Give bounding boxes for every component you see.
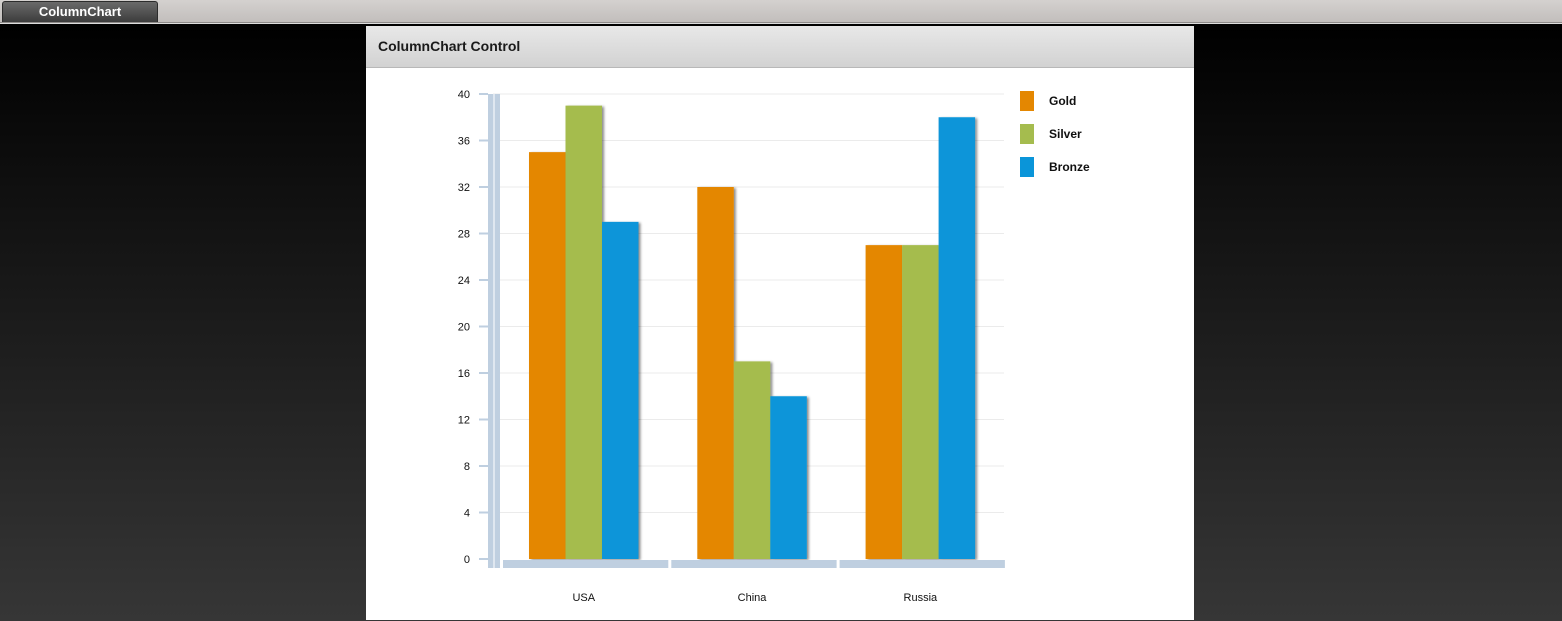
y-tick-label: 20 xyxy=(458,322,470,334)
x-axis-segment xyxy=(839,560,1005,568)
x-axis-segment xyxy=(503,560,669,568)
legend-label-bronze: Bronze xyxy=(1049,160,1090,174)
legend-label-gold: Gold xyxy=(1049,94,1076,108)
bar-china-silver xyxy=(733,361,771,559)
y-tick-label: 16 xyxy=(458,368,470,380)
y-tick-label: 24 xyxy=(458,275,470,287)
bar-russia-bronze xyxy=(938,117,976,559)
panel-title: ColumnChart Control xyxy=(378,38,521,54)
bar-russia-gold xyxy=(865,245,903,559)
panel-header: ColumnChart Control xyxy=(366,26,1194,68)
tab-bar: ColumnChart xyxy=(0,0,1562,23)
legend-swatch-bronze xyxy=(1020,157,1034,177)
tab-columnchart[interactable]: ColumnChart xyxy=(2,1,158,22)
bar-usa-bronze xyxy=(602,221,639,559)
legend-swatch-silver xyxy=(1020,124,1034,144)
bar-china-gold xyxy=(697,187,734,559)
legend-swatch-gold xyxy=(1020,91,1034,111)
bar-russia-silver xyxy=(902,245,939,559)
y-tick-label: 4 xyxy=(464,508,470,520)
y-tick-label: 8 xyxy=(464,461,470,473)
x-tick-label: China xyxy=(738,592,768,604)
y-tick-label: 0 xyxy=(464,554,470,566)
y-tick-label: 32 xyxy=(458,182,470,194)
bar-china-bronze xyxy=(770,396,807,559)
y-tick-label: 36 xyxy=(458,136,470,148)
y-tick-label: 28 xyxy=(458,229,470,241)
x-tick-label: Russia xyxy=(904,592,939,604)
column-chart: 0 4 8 12 16 20 24 28 32 36 40 USA China Russia Gold Sil… xyxy=(458,89,1090,604)
bar-usa-silver xyxy=(565,105,602,559)
column-chart-panel: ColumnChart Control 0 4 8 12 16 20 24 28 32 36 40 U… xyxy=(366,26,1194,620)
bar-usa-gold xyxy=(529,152,566,559)
legend-label-silver: Silver xyxy=(1049,127,1082,141)
y-tick-label: 12 xyxy=(458,415,470,427)
x-tick-label: USA xyxy=(572,592,595,604)
y-tick-label: 40 xyxy=(458,89,470,101)
x-axis-segment xyxy=(671,560,837,568)
